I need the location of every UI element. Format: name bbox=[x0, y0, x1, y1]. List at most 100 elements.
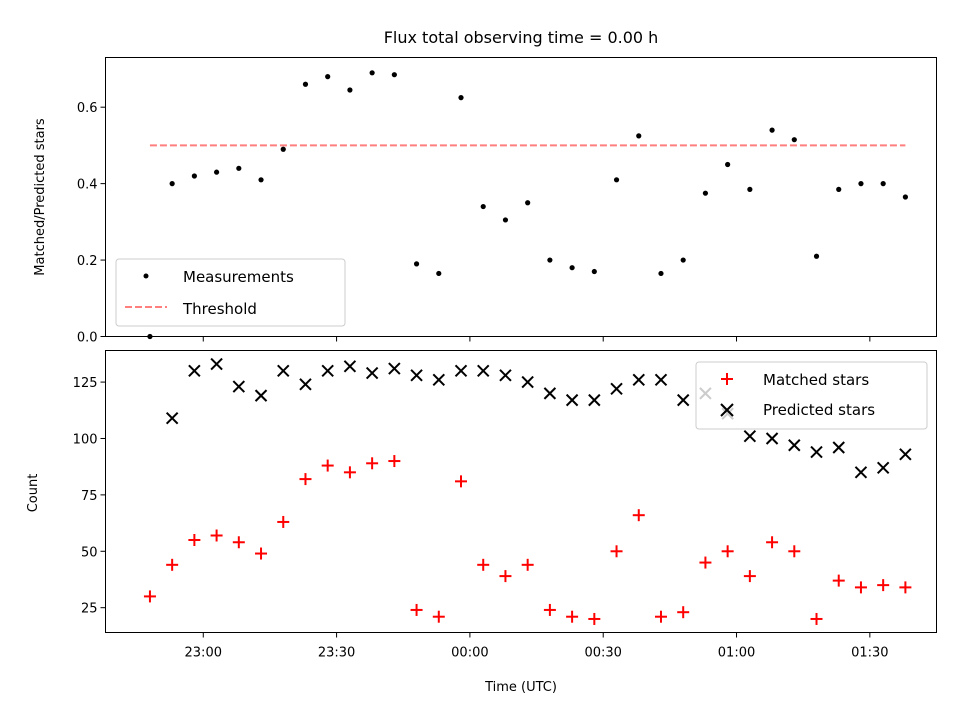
top-y-tick-label: 0.0 bbox=[77, 331, 98, 346]
top-legend: Measurements Threshold bbox=[115, 258, 346, 327]
measurements-point bbox=[858, 181, 864, 187]
bottom-panel: Count Time (UTC) 25 50 75 100 125 23:00 23:30 0… bbox=[26, 350, 937, 695]
matched-stars-point bbox=[832, 574, 845, 587]
top-plot-frame bbox=[105, 57, 937, 337]
matched-stars-point bbox=[588, 612, 601, 625]
measurements-point bbox=[325, 74, 331, 80]
legend-threshold-label: Threshold bbox=[182, 300, 257, 318]
predicted-stars-point bbox=[343, 360, 357, 373]
measurements-point bbox=[525, 200, 531, 206]
matched-stars-point bbox=[232, 536, 245, 549]
predicted-stars-point bbox=[832, 441, 845, 454]
measurements-point bbox=[413, 261, 420, 267]
predicted-stars-point bbox=[565, 393, 579, 407]
legend-measurements-swatch bbox=[143, 273, 149, 279]
predicted-stars-point bbox=[743, 430, 757, 443]
measurements-point bbox=[169, 181, 175, 187]
bottom-y-axis-label: Count bbox=[26, 474, 41, 513]
predicted-stars-point bbox=[788, 439, 801, 452]
measurements-point bbox=[591, 268, 597, 275]
predicted-stars-point bbox=[654, 373, 668, 387]
measurements-point bbox=[302, 81, 309, 87]
predicted-stars-point bbox=[388, 362, 401, 375]
predicted-stars-point bbox=[876, 461, 890, 475]
matched-stars-point bbox=[521, 558, 534, 571]
measurements-point bbox=[880, 181, 886, 187]
measurements-point bbox=[258, 177, 264, 183]
top-y-tick-label: 0.4 bbox=[77, 178, 98, 193]
legend-predicted-label: Predicted stars bbox=[763, 401, 875, 419]
measurements-point bbox=[347, 87, 353, 93]
measurements-point bbox=[369, 70, 375, 76]
matched-stars-point bbox=[299, 473, 312, 486]
x-tick-label: 23:30 bbox=[318, 646, 355, 661]
matched-stars-point bbox=[188, 534, 201, 547]
x-tick-label: 00:00 bbox=[451, 646, 488, 661]
top-y-tick-label: 0.2 bbox=[77, 254, 98, 269]
matched-stars-point bbox=[788, 545, 801, 558]
matched-stars-point bbox=[477, 558, 490, 571]
matched-stars-point bbox=[610, 545, 623, 558]
measurements-point bbox=[547, 257, 553, 263]
matched-stars-point bbox=[366, 457, 379, 470]
matched-stars-point bbox=[321, 459, 334, 472]
measurements-point bbox=[747, 186, 753, 192]
measurements-point bbox=[213, 169, 220, 175]
predicted-stars-point bbox=[432, 373, 445, 387]
predicted-stars-point bbox=[365, 366, 379, 380]
predicted-stars-point bbox=[477, 364, 490, 378]
measurements-point bbox=[702, 190, 709, 196]
predicted-stars-point bbox=[299, 378, 312, 391]
measurements-point bbox=[569, 265, 575, 271]
measurements-point bbox=[680, 257, 686, 263]
bottom-y-tick-label: 125 bbox=[73, 376, 98, 391]
x-axis-label: Time (UTC) bbox=[484, 680, 557, 695]
predicted-stars-point bbox=[254, 389, 268, 402]
predicted-stars-point bbox=[676, 393, 690, 407]
predicted-stars-point bbox=[410, 369, 423, 382]
matched-stars-point bbox=[721, 545, 734, 558]
matched-stars-point bbox=[343, 466, 356, 479]
top-y-axis-label: Matched/Predicted stars bbox=[33, 118, 48, 276]
measurements-point bbox=[436, 270, 442, 277]
x-tick-label: 23:00 bbox=[185, 646, 222, 661]
measurements-point bbox=[191, 173, 197, 179]
predicted-stars-point bbox=[610, 382, 623, 396]
matched-stars-point bbox=[854, 581, 867, 594]
measurements-point bbox=[636, 133, 642, 139]
predicted-stars-point bbox=[210, 357, 223, 371]
measurements-point bbox=[725, 161, 731, 168]
x-tick-label: 00:30 bbox=[584, 646, 621, 661]
x-tick-label: 01:30 bbox=[851, 646, 888, 661]
measurements-point bbox=[902, 194, 908, 200]
top-legend-box bbox=[115, 258, 346, 327]
matched-stars-point bbox=[410, 603, 423, 616]
predicted-stars-point bbox=[188, 364, 201, 378]
legend-matched-swatch bbox=[721, 373, 733, 385]
predicted-stars-point bbox=[277, 364, 290, 378]
measurements-point bbox=[769, 127, 775, 133]
bottom-y-tick-label: 25 bbox=[81, 602, 98, 617]
matched-stars-point bbox=[499, 570, 512, 583]
predicted-stars-point bbox=[810, 445, 823, 459]
bottom-y-tick-label: 50 bbox=[81, 545, 98, 560]
legend-predicted-swatch bbox=[720, 403, 734, 417]
predicted-stars-point bbox=[321, 364, 334, 378]
matched-stars-point bbox=[677, 606, 690, 619]
matched-stars-point bbox=[210, 529, 223, 542]
predicted-stars-point bbox=[588, 393, 601, 407]
measurements-point bbox=[236, 165, 242, 171]
bottom-legend: Matched stars Predicted stars bbox=[695, 361, 928, 430]
matched-stars-point bbox=[632, 509, 645, 522]
measurements-point bbox=[613, 177, 620, 183]
measurements-point bbox=[813, 253, 820, 259]
bottom-plot-frame bbox=[105, 350, 937, 633]
predicted-stars-point bbox=[854, 466, 868, 479]
predicted-stars-point bbox=[765, 432, 779, 445]
predicted-stars-point bbox=[899, 448, 912, 461]
bottom-y-tick-label: 75 bbox=[81, 489, 98, 504]
matched-stars-point bbox=[143, 590, 156, 603]
measurements-point bbox=[836, 186, 842, 192]
